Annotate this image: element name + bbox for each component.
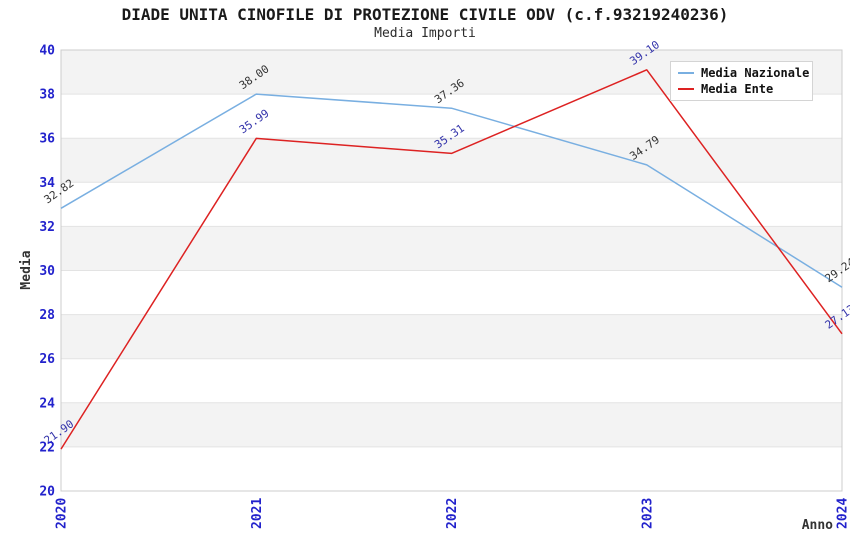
series-line-media-ente	[60, 69, 843, 450]
series-line-media-nazionale	[60, 93, 843, 288]
y-tick-label: 28	[39, 308, 55, 323]
plot-band	[61, 314, 842, 359]
plot-band	[61, 446, 842, 491]
x-tick-label: 2021	[250, 498, 265, 529]
x-tick-label: 2020	[55, 498, 70, 529]
x-tick-label: 2023	[640, 498, 655, 529]
y-tick-label: 22	[39, 440, 55, 455]
legend-swatch-ente-icon	[678, 88, 694, 91]
legend-swatch-nazionale-icon	[678, 71, 694, 74]
plot-band	[61, 138, 842, 183]
legend-label-ente: Media Ente	[701, 82, 774, 97]
x-axis-title: Anno	[802, 518, 833, 533]
plot-band	[61, 270, 842, 315]
chart-subtitle: Media Importi	[374, 26, 476, 41]
y-tick-label: 26	[39, 352, 55, 367]
y-tick-label: 30	[39, 264, 55, 279]
x-tick-label: 2024	[836, 498, 850, 529]
y-tick-label: 32	[39, 220, 55, 235]
y-axis-title: Media	[19, 250, 34, 289]
y-tick-label: 40	[39, 44, 55, 59]
plot-band	[61, 402, 842, 447]
chart-title: DIADE UNITA CINOFILE DI PROTEZIONE CIVIL…	[121, 5, 729, 24]
plot-band	[61, 182, 842, 227]
legend-item-media-nazionale: Media Nazionale	[671, 65, 812, 81]
plot-band	[61, 94, 842, 139]
legend-item-media-ente: Media Ente	[671, 81, 812, 97]
plot-band	[61, 226, 842, 271]
legend: Media Nazionale Media Ente	[670, 61, 813, 101]
y-tick-label: 38	[39, 88, 55, 103]
y-tick-label: 24	[39, 396, 55, 411]
y-tick-label: 34	[39, 176, 55, 191]
x-tick-label: 2022	[445, 498, 460, 529]
legend-label-nazionale: Media Nazionale	[701, 65, 810, 80]
y-tick-label: 36	[39, 132, 55, 147]
plot-band	[61, 358, 842, 403]
plot-frame	[60, 49, 843, 492]
y-tick-label: 20	[39, 485, 55, 500]
